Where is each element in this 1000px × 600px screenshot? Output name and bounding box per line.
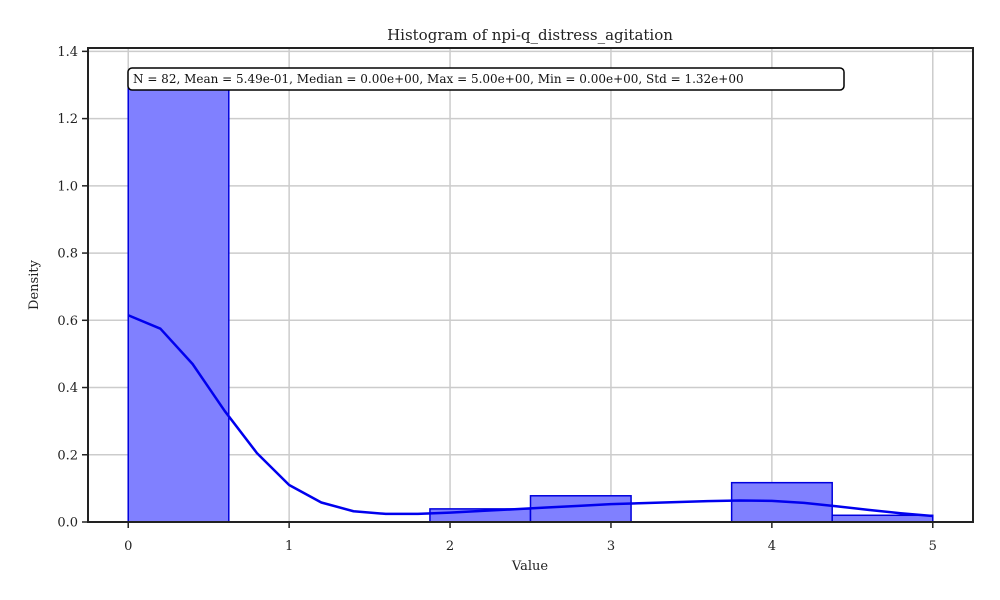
histogram-bar-4 — [529, 495, 632, 523]
y-tick-label: 0.0 — [57, 516, 78, 531]
y-tick-label: 1.4 — [57, 45, 78, 60]
y-tick-label: 1.0 — [57, 179, 78, 194]
stats-box: N = 82, Mean = 5.49e-01, Median = 0.00e+… — [127, 67, 845, 91]
y-tick-label: 0.2 — [57, 448, 78, 463]
y-tick-label: 0.6 — [57, 314, 78, 329]
y-tick-label: 1.2 — [57, 112, 78, 127]
x-tick-label: 4 — [768, 539, 776, 554]
kde-curve-group — [127, 314, 933, 518]
stats-box-text: N = 82, Mean = 5.49e-01, Median = 0.00e+… — [133, 72, 744, 86]
stats-box-border — [127, 67, 845, 91]
x-axis-ticks: 0 1 2 3 4 5 — [124, 522, 937, 554]
x-tick-label: 1 — [285, 539, 293, 554]
chart-title: Histogram of npi-q_distress_agitation — [387, 26, 673, 44]
histogram-bar-7 — [831, 514, 934, 523]
x-tick-label: 3 — [607, 539, 615, 554]
kde-curve — [127, 314, 933, 518]
y-tick-label: 0.4 — [57, 381, 78, 396]
y-tick-label: 0.8 — [57, 247, 78, 262]
y-axis-ticks: 0.0 0.2 0.4 0.6 0.8 1.0 1.2 1.4 — [57, 45, 88, 531]
plot-frame — [87, 47, 974, 523]
histogram-bar-0 — [127, 87, 230, 523]
x-tick-label: 2 — [446, 539, 454, 554]
x-tick-label: 0 — [124, 539, 132, 554]
y-axis-title: Density — [27, 259, 42, 310]
x-tick-label: 5 — [929, 539, 937, 554]
grid-lines — [88, 48, 973, 523]
x-axis-title: Value — [511, 559, 548, 574]
